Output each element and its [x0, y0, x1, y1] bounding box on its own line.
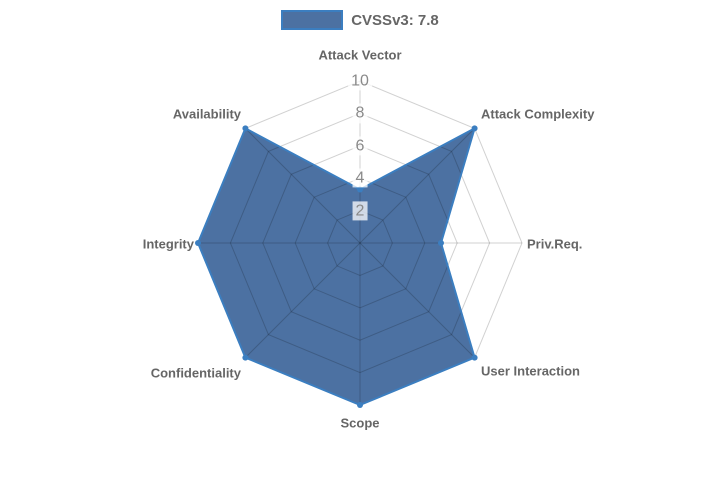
grid-spoke-user-interaction: [359, 242, 475, 358]
legend-swatch: [281, 10, 344, 30]
legend-label: CVSSv3: 7.8: [351, 11, 439, 29]
grid-ring-4: [294, 177, 426, 309]
data-point-attack-complexity[interactable]: [471, 125, 478, 132]
axis-label-attack-complexity: Attack Complexity: [481, 106, 595, 122]
legend[interactable]: CVSSv3: 7.8: [0, 10, 720, 30]
axis-label-confidentiality: Confidentiality: [150, 365, 241, 381]
axis-label-priv-req: Priv.Req.: [527, 236, 583, 252]
tick-label-8: 8: [352, 103, 368, 123]
data-polygon-fill: [198, 128, 475, 405]
axis-label-availability: Availability: [172, 106, 241, 122]
data-point-priv-req[interactable]: [438, 240, 444, 246]
axis-label-integrity: Integrity: [142, 236, 194, 252]
tick-label-4: 4: [352, 168, 368, 188]
grid-spoke-attack-complexity: [359, 128, 475, 244]
grid-spoke-confidentiality: [245, 242, 361, 358]
grid-spoke-availability: [245, 128, 361, 244]
tick-label-2: 2: [352, 201, 368, 221]
data-point-attack-vector[interactable]: [357, 186, 363, 193]
grid-ring-8: [229, 112, 491, 374]
tick-label-6: 6: [352, 136, 368, 156]
tick-label-10: 10: [348, 71, 372, 91]
data-point-confidentiality[interactable]: [242, 354, 249, 361]
axis-label-attack-vector: Attack Vector: [318, 47, 402, 63]
grid-ring-2: [327, 210, 393, 276]
grid-ring-6: [262, 145, 458, 341]
data-point-integrity[interactable]: [195, 240, 201, 246]
data-point-scope[interactable]: [357, 402, 363, 408]
data-point-user-interaction[interactable]: [471, 354, 478, 361]
axis-label-scope: Scope: [340, 415, 380, 431]
axis-label-user-interaction: User Interaction: [481, 363, 580, 379]
data-point-availability[interactable]: [242, 125, 249, 132]
